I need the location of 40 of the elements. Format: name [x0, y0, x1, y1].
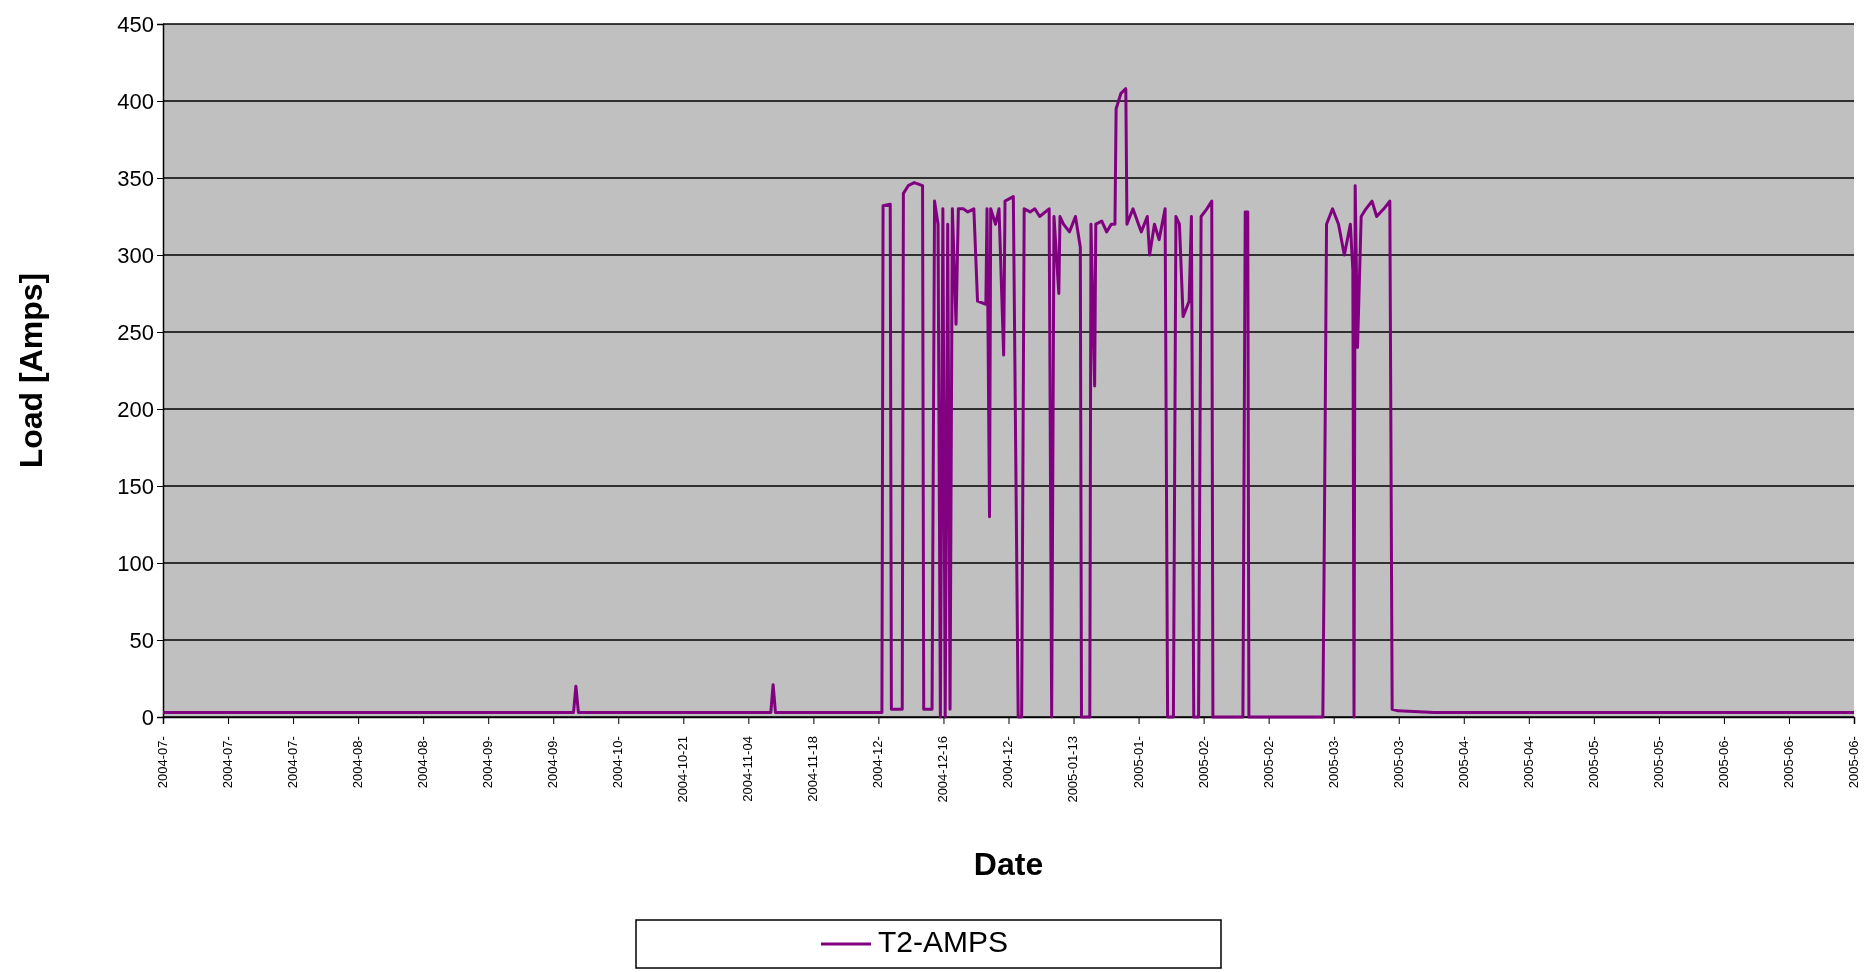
x-tick-label: 2005-02-: [1195, 736, 1211, 789]
x-tick-label: 2005-02-: [1260, 736, 1276, 789]
x-tick-label: 2004-07-: [154, 736, 170, 789]
x-tick-label: 2004-10-: [610, 736, 626, 789]
x-tick-label: 2005-03-: [1325, 736, 1341, 789]
x-tick-label: 2005-05-: [1585, 736, 1601, 789]
y-tick-label: 350: [117, 165, 154, 191]
x-tick-label: 2004-09-: [480, 736, 496, 789]
x-tick-label: 2005-05-: [1650, 736, 1666, 789]
x-tick-label: 2004-08-: [350, 736, 366, 789]
y-tick-label: 300: [117, 242, 154, 268]
y-tick-label: 0: [141, 704, 154, 730]
y-tick-label: 150: [117, 473, 154, 499]
y-tick-label: 100: [117, 550, 154, 576]
y-tick-label: 400: [117, 88, 154, 114]
y-axis-title: Load [Amps]: [13, 272, 49, 469]
x-tick-label: 2005-01-: [1130, 736, 1146, 789]
x-tick-label: 2005-04-: [1455, 736, 1471, 789]
x-tick-label: 2004-08-: [415, 736, 431, 789]
y-tick-label: 50: [129, 627, 154, 653]
x-tick-label: 2004-11-18: [805, 736, 821, 802]
x-tick-label: 2005-06-: [1780, 736, 1796, 789]
x-axis-title: Date: [973, 846, 1044, 882]
x-tick-label: 2004-07-: [219, 736, 235, 789]
x-tick-label: 2004-10-21: [675, 736, 691, 803]
x-tick-label: 2004-12-16: [935, 736, 951, 803]
y-tick-label: 450: [117, 11, 154, 37]
y-tick-label: 250: [117, 319, 154, 345]
x-tick-label: 2005-03-: [1390, 736, 1406, 789]
y-tick-label: 200: [117, 396, 154, 422]
x-tick-label: 2005-06-: [1715, 736, 1731, 789]
x-tick-label: 2005-06-: [1845, 736, 1861, 789]
x-tick-label: 2004-11-04: [740, 736, 756, 802]
x-tick-label: 2004-09-: [545, 736, 561, 789]
x-tick-label: 2005-01-13: [1065, 736, 1081, 803]
x-tick-label: 2005-04-: [1520, 736, 1536, 789]
x-tick-label: 2004-07-: [285, 736, 301, 789]
x-tick-label: 2004-12-: [1000, 736, 1016, 789]
x-tick-label: 2004-12-: [870, 736, 886, 789]
legend-label: T2-AMPS: [878, 924, 1009, 958]
